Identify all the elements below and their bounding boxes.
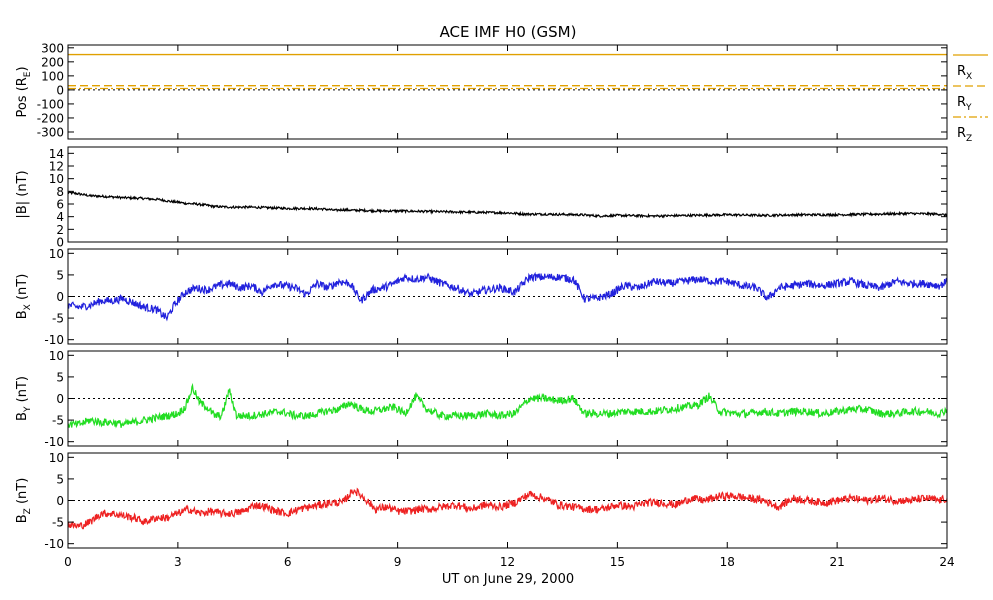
x-tick-label: 18 <box>720 555 735 569</box>
y-tick-label: 6 <box>56 198 64 212</box>
legend-entry-ry: RY <box>953 85 988 113</box>
panel-bx: 10 5 0 -5 -10 BX (nT) <box>15 247 948 347</box>
y-tick-label: -5 <box>52 312 64 326</box>
y-tick-label: -5 <box>52 414 64 428</box>
y-tick-label: 300 <box>41 41 64 55</box>
y-tick-label: 10 <box>49 349 64 363</box>
x-tick-label: 15 <box>610 555 625 569</box>
y-tick-label: 2 <box>56 223 64 237</box>
y-tick-label: 5 <box>56 472 64 486</box>
y-tick-label: -5 <box>52 516 64 530</box>
panel-by: 10 5 0 -5 -10 BY (nT) <box>15 349 948 449</box>
y-tick-label: -100 <box>37 97 64 111</box>
panel-frame <box>67 146 948 243</box>
y-tick-label: 12 <box>49 160 64 174</box>
x-tick-label: 9 <box>394 555 402 569</box>
x-tick-label: 24 <box>939 555 954 569</box>
legend-entry-rx: RX <box>953 54 988 82</box>
legend-label: RZ <box>957 126 972 144</box>
y-tick-label: 10 <box>49 247 64 261</box>
y-axis-label-bx: BX (nT) <box>15 274 33 320</box>
series-line-by <box>67 382 948 429</box>
y-tick-label: 100 <box>41 69 64 83</box>
y-tick-label: 0 <box>56 290 64 304</box>
y-tick-label: 14 <box>49 147 64 161</box>
legend-label: RY <box>957 95 972 113</box>
y-axis-label-pos: Pos (RE) <box>15 66 33 117</box>
y-tick-label: 0 <box>56 392 64 406</box>
y-tick-label: 10 <box>49 172 64 186</box>
y-tick-label: 0 <box>56 494 64 508</box>
series-line-bmag <box>67 190 948 219</box>
x-tick-label: 12 <box>500 555 515 569</box>
panel-bz: 10 5 0 -5 -10 BZ (nT) <box>15 451 948 551</box>
x-tick-label: 6 <box>284 555 292 569</box>
legend-label: RX <box>957 64 972 82</box>
y-axis-label-by: BY (nT) <box>15 376 33 421</box>
y-tick-label: -10 <box>44 537 64 551</box>
x-tick-label: 0 <box>64 555 72 569</box>
x-tick-labels: 0 3 6 9 12 15 18 21 24 <box>64 555 954 569</box>
x-axis-label: UT on June 29, 2000 <box>442 572 574 587</box>
y-tick-label: 4 <box>56 210 64 224</box>
y-axis-label-bz: BZ (nT) <box>15 478 33 524</box>
y-tick-label: -200 <box>37 111 64 125</box>
chart-title: ACE IMF H0 (GSM) <box>440 23 577 41</box>
y-tick-label: 5 <box>56 370 64 384</box>
y-tick-label: -300 <box>37 125 64 139</box>
y-tick-label: 200 <box>41 55 64 69</box>
legend-entry-rz: RZ <box>953 116 988 144</box>
series-line-bz <box>67 487 948 530</box>
x-tick-label: 3 <box>174 555 182 569</box>
y-tick-label: -10 <box>44 435 64 449</box>
y-tick-label: 0 <box>56 83 64 97</box>
y-axis-label-bmag: |B| (nT) <box>15 170 30 218</box>
y-tick-label: 10 <box>49 451 64 465</box>
x-tick-label: 21 <box>829 555 844 569</box>
y-tick-label: 0 <box>56 236 64 250</box>
series-line-bx <box>67 271 948 322</box>
y-tick-label: 8 <box>56 185 64 199</box>
y-tick-label: -10 <box>44 333 64 347</box>
panel-frame <box>67 44 948 140</box>
y-tick-label: 5 <box>56 268 64 282</box>
